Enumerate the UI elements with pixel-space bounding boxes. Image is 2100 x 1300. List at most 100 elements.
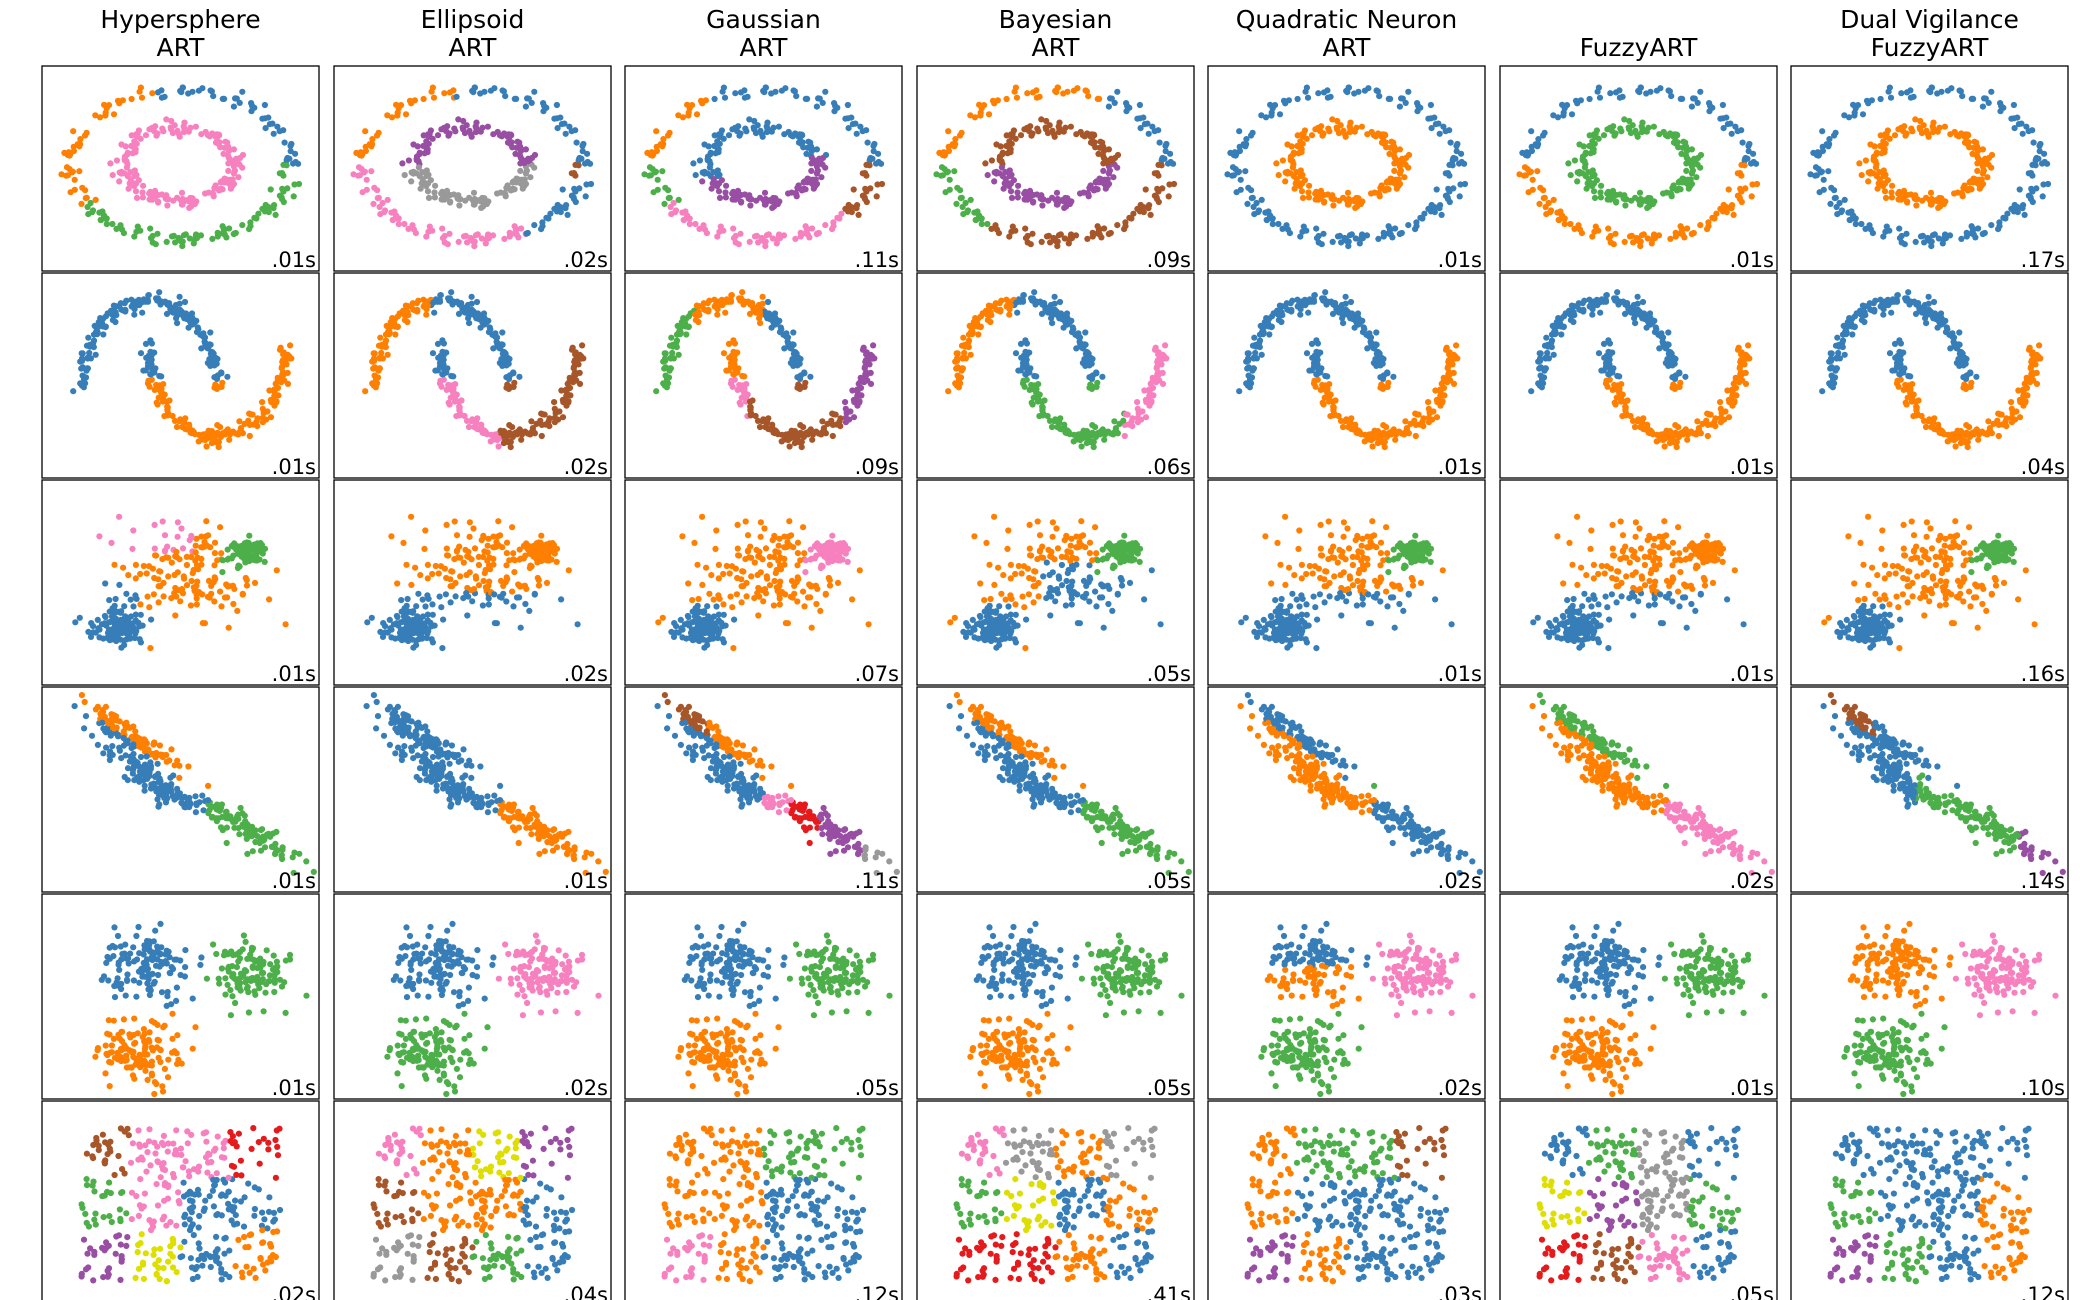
scatter-point: [405, 225, 412, 232]
scatter-point: [239, 88, 246, 95]
scatter-point: [1434, 399, 1441, 406]
scatter-panel: .01s: [1207, 65, 1486, 272]
scatter-point: [819, 99, 826, 106]
scatter-point: [747, 301, 754, 308]
scatter-point: [280, 349, 287, 356]
scatter-point: [1717, 399, 1724, 406]
scatter-point: [372, 376, 380, 383]
scatter-point: [713, 180, 720, 187]
scatter-point: [739, 289, 746, 296]
scatter-point: [148, 340, 155, 347]
scatter-point: [267, 414, 275, 421]
scatter-point: [679, 114, 687, 121]
scatter-point: [1612, 230, 1619, 237]
scatter-point: [811, 157, 818, 164]
scatter-point: [1128, 215, 1135, 222]
scatter-point: [738, 198, 745, 205]
scatter-point: [66, 166, 73, 173]
scatter-point: [781, 131, 788, 138]
scatter-point: [1081, 341, 1088, 349]
scatter-point: [797, 229, 804, 236]
scatter-point: [802, 379, 809, 386]
scatter-point: [738, 385, 745, 392]
scatter-point: [1542, 355, 1549, 362]
scatter-point: [477, 90, 484, 97]
column-title-line: FuzzyART: [1580, 33, 1699, 62]
scatter-point: [723, 182, 730, 189]
scatter-point: [797, 429, 804, 436]
scatter-point: [460, 125, 467, 132]
scatter-point: [1697, 88, 1704, 95]
scatter-point: [246, 226, 253, 233]
scatter-point: [509, 144, 516, 151]
scatter-point: [1606, 124, 1614, 131]
scatter-point: [1738, 371, 1745, 378]
scatter-point: [1319, 132, 1326, 139]
scatter-point: [1736, 363, 1744, 371]
scatter-point: [1437, 386, 1444, 393]
scatter-point: [1419, 215, 1426, 222]
scatter-point: [1073, 131, 1080, 138]
scatter-point: [505, 373, 512, 380]
scatter-point: [527, 174, 534, 181]
scatter-point: [158, 373, 165, 380]
scatter-point: [1313, 225, 1320, 232]
scatter-point: [1416, 421, 1423, 428]
scatter-point: [1704, 226, 1711, 233]
scatter-point: [1105, 170, 1112, 177]
scatter-point: [789, 341, 797, 349]
scatter-point: [1605, 235, 1613, 242]
scatter-point: [1245, 364, 1252, 371]
scatter-point: [746, 310, 754, 317]
scatter-point: [1407, 420, 1414, 427]
scatter-point: [504, 381, 511, 388]
scatter-point: [1082, 362, 1089, 369]
scatter-point: [1988, 164, 1995, 171]
scatter-point: [92, 112, 99, 119]
scatter-point: [735, 241, 742, 248]
scatter-point: [741, 87, 748, 94]
scatter-panel: .01s: [1499, 65, 1778, 272]
scatter-point: [105, 102, 113, 109]
scatter-point: [800, 179, 807, 186]
scatter-point: [392, 315, 399, 322]
scatter-panel: .01s: [41, 272, 320, 479]
scatter-point: [290, 193, 297, 200]
scatter-point: [1988, 222, 1995, 229]
scatter-point: [1966, 179, 1973, 186]
scatter-point: [213, 373, 220, 380]
scatter-point: [1618, 128, 1625, 135]
scatter-point: [61, 149, 68, 156]
scatter-point: [1279, 303, 1286, 310]
scatter-point: [1100, 167, 1107, 174]
scatter-point: [499, 87, 506, 94]
scatter-point: [150, 192, 158, 199]
scatter-point: [516, 144, 523, 151]
scatter-point: [230, 103, 237, 110]
scatter-point: [1380, 229, 1387, 236]
scatter-point: [84, 203, 91, 211]
scatter-point: [1682, 144, 1689, 151]
scatter-point: [195, 438, 202, 445]
scatter-point: [1635, 237, 1642, 245]
scatter-point: [77, 136, 84, 143]
scatter-point: [1250, 355, 1257, 362]
scatter-point: [2023, 123, 2030, 130]
scatter-point: [662, 184, 669, 191]
scatter-point: [1010, 177, 1018, 184]
scatter-point: [514, 138, 521, 145]
scatter-point: [1348, 310, 1356, 317]
runtime-label: .17s: [2021, 248, 2065, 272]
scatter-point: [156, 289, 163, 296]
scatter-point: [1960, 184, 1967, 191]
scatter-point: [1039, 407, 1046, 414]
scatter-point: [1610, 241, 1617, 248]
scatter-point: [2025, 192, 2032, 199]
scatter-point: [1033, 87, 1040, 94]
scatter-point: [1439, 398, 1446, 405]
scatter-point: [695, 318, 702, 326]
scatter-point: [563, 386, 570, 393]
scatter-point: [953, 200, 960, 207]
scatter-point: [140, 182, 147, 189]
scatter-point: [1003, 142, 1010, 150]
